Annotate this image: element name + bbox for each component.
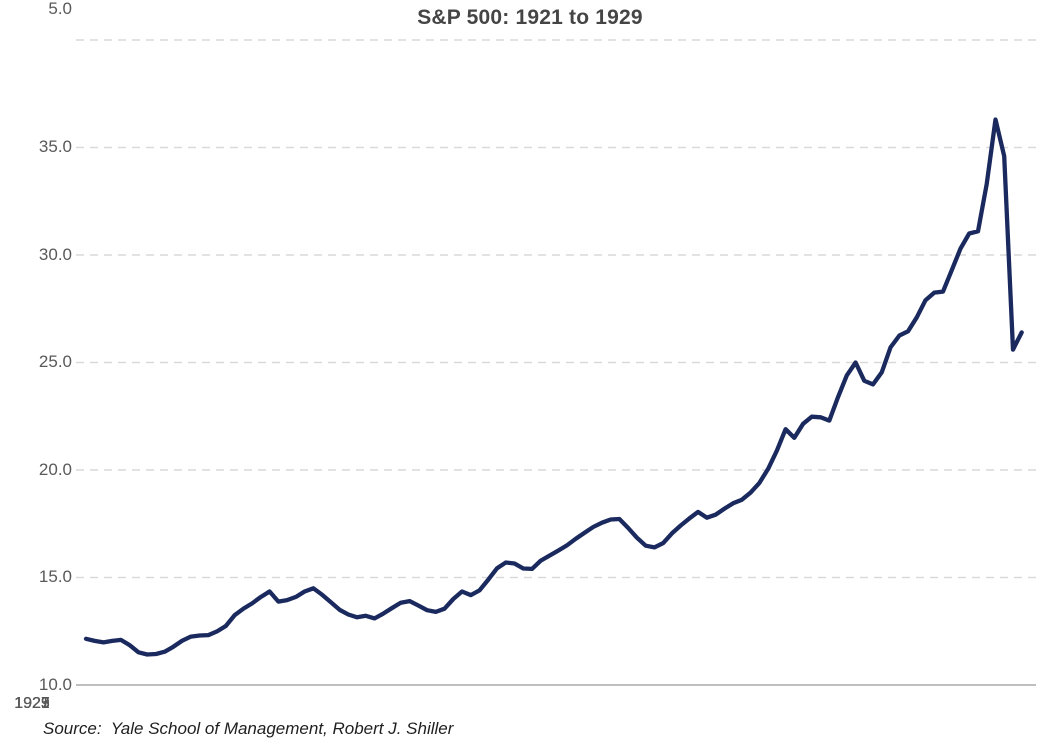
y-tick-label: 35.0 (38, 137, 72, 156)
y-tick-label: 20.0 (38, 460, 72, 479)
chart-title: S&P 500: 1921 to 1929 (417, 6, 643, 29)
y-tick-label: 5.0 (48, 0, 72, 18)
y-tick-label: 15.0 (38, 567, 72, 586)
x-tick-label: 1927 (14, 695, 50, 712)
x-tick-label: 1929 (14, 695, 50, 712)
y-tick-label: 25.0 (38, 352, 72, 371)
source-caption: Source: Yale School of Management, Rober… (43, 719, 454, 738)
x-tick-label: 1925 (14, 695, 50, 712)
x-tick-label: 1921 (14, 695, 50, 712)
x-tick-label: 1923 (14, 695, 50, 712)
sp500-series-line (83, 117, 1024, 657)
y-tick-label: 30.0 (38, 245, 72, 264)
y-tick-label: 10.0 (38, 675, 72, 694)
